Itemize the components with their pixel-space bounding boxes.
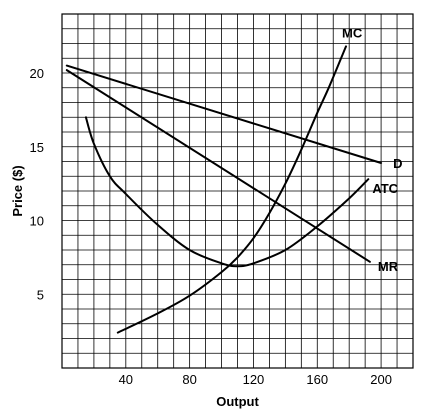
curve-label-mc: MC — [342, 25, 363, 40]
curve-mc — [116, 45, 347, 334]
y-tick-label: 10 — [30, 214, 44, 229]
curve-label-atc: ATC — [372, 181, 398, 196]
y-tick-label: 15 — [30, 140, 44, 155]
x-tick-label: 40 — [119, 372, 133, 387]
x-tick-label: 160 — [306, 372, 328, 387]
curve-label-mr: MR — [378, 259, 399, 274]
y-axis-label: Price ($) — [10, 165, 25, 216]
curve-d — [65, 64, 383, 164]
x-tick-label: 80 — [182, 372, 196, 387]
plot-frame — [61, 13, 414, 369]
curves — [65, 45, 383, 334]
curve-labels: D MR MC ATC — [342, 25, 402, 273]
tick-labels: 40 80 120 160 200 5 10 15 20 — [30, 66, 392, 387]
x-tick-label: 200 — [370, 372, 392, 387]
curve-mr — [65, 69, 371, 263]
x-axis-label: Output — [216, 394, 259, 409]
y-tick-label: 5 — [37, 287, 44, 302]
curve-atc — [84, 116, 370, 268]
grid — [62, 14, 413, 368]
curve-label-d: D — [393, 156, 402, 171]
x-tick-label: 120 — [243, 372, 265, 387]
y-tick-label: 20 — [30, 66, 44, 81]
